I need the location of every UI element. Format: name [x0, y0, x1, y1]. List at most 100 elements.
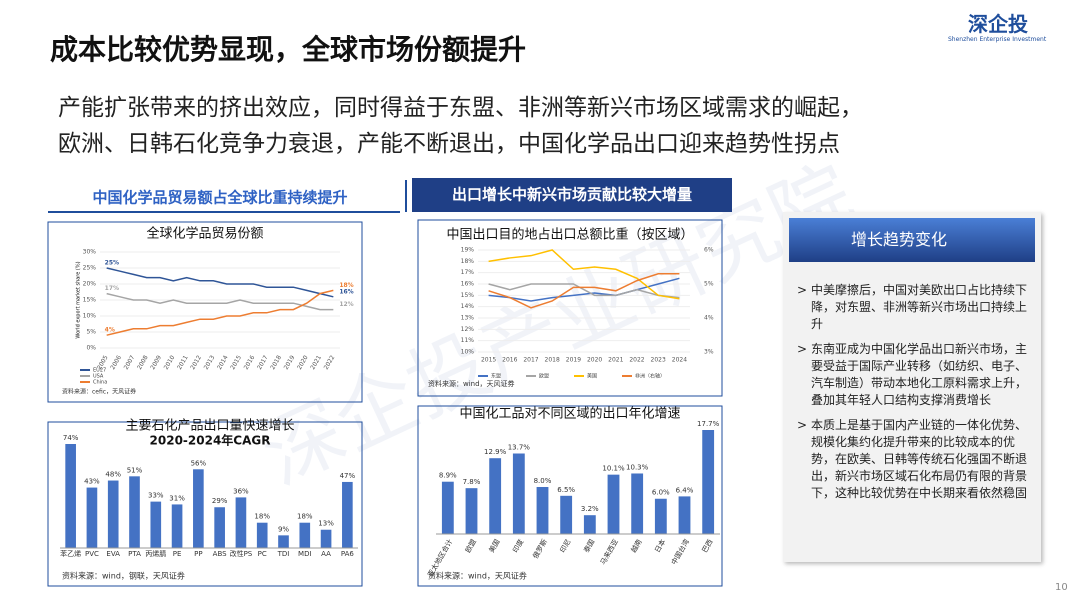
line: [488, 249, 680, 300]
y-tick-label: 16%: [461, 281, 475, 288]
chart-title: 全球化学品贸易份额: [146, 226, 263, 242]
line: [488, 273, 680, 309]
x-tick-label: 2007: [123, 354, 137, 371]
section-title: 出口增长中新兴市场贡献比较大增量: [452, 186, 692, 204]
y-tick-label: 10%: [83, 313, 97, 320]
x-tick-label: TDI: [277, 550, 290, 558]
bar: [342, 481, 353, 548]
data-label: 18%: [254, 513, 270, 521]
x-tick-label: 2015: [481, 357, 496, 364]
x-tick-label: AA: [321, 550, 331, 558]
sidebar-title: 增长趋势变化: [789, 218, 1035, 262]
x-tick-label: PTA: [128, 550, 141, 558]
x-tick-label: 2008: [136, 354, 150, 371]
data-label: 29%: [212, 497, 228, 505]
data-label: 10.1%: [602, 465, 625, 473]
line: [106, 292, 334, 311]
x-tick-label: 越南: [629, 538, 644, 555]
data-label: 74%: [63, 434, 79, 442]
bar: [150, 501, 162, 548]
data-label: 13%: [318, 520, 334, 528]
bar: [214, 507, 225, 548]
bar: [86, 487, 98, 548]
frame: [47, 221, 363, 403]
legend-label: China: [93, 380, 107, 386]
logo-sub: Shenzhen Enterprise Investment: [948, 36, 1047, 43]
y-axis-label: World export market share (%): [76, 261, 82, 338]
x-tick-label: 印尼: [559, 538, 573, 554]
legend-label: USA: [93, 374, 104, 380]
banner: [412, 178, 732, 212]
y-tick-label: 11%: [461, 337, 475, 344]
frame: [417, 405, 723, 587]
bar: [129, 476, 140, 548]
x-tick-label: 2010: [163, 354, 177, 371]
x-tick-label: 巴西: [701, 538, 715, 554]
x-tick-label: PP: [194, 550, 202, 558]
chart-title: 中国化工品对不同区域的出口年化增速: [459, 406, 680, 422]
line: [106, 267, 334, 298]
x-tick-label: 2014: [216, 354, 230, 371]
data-label: 3.2%: [581, 505, 599, 513]
y-tick-label: 19%: [461, 247, 475, 254]
bar: [235, 497, 247, 548]
x-tick-label: 日本: [653, 538, 668, 555]
source-note: 资料来源：cefic，天风证券: [62, 388, 136, 396]
data-label: 18%: [339, 282, 353, 289]
data-label: 36%: [233, 487, 249, 495]
chart-title: 中国出口目的地占出口总额比重（按区域）: [446, 227, 693, 243]
source-note: 资料来源：wind，钢联，天风证券: [62, 571, 185, 581]
data-label: 51%: [127, 466, 143, 474]
bar: [320, 529, 332, 548]
y-tick-label: 5%: [86, 329, 96, 336]
x-tick-label: 苯乙烯: [60, 549, 81, 558]
y2-tick-label: 3%: [704, 349, 714, 356]
x-tick-label: 2019: [283, 354, 297, 371]
x-tick-label: 2022: [629, 357, 644, 364]
data-label: 6.0%: [652, 489, 670, 497]
bar: [299, 522, 311, 548]
y-tick-label: 30%: [83, 249, 97, 256]
title: 成本比较优势显现，全球市场份额提升: [50, 33, 527, 66]
y2-tick-label: 5%: [704, 281, 714, 288]
y-tick-label: 25%: [83, 265, 97, 272]
chart-title: 主要石化产品出口量快速增长: [125, 419, 294, 434]
source-note: 资料来源：wind，天风证券: [428, 379, 515, 388]
data-label: 18%: [297, 513, 313, 521]
bar: [489, 458, 502, 534]
chart-subtitle: 2020-2024年CAGR: [150, 433, 271, 448]
data-label: 47%: [340, 472, 356, 480]
x-tick-label: 2016: [502, 357, 517, 364]
data-label: 8.0%: [534, 477, 552, 485]
frame: [47, 421, 363, 587]
x-tick-label: 2022: [323, 354, 337, 371]
bar: [465, 488, 478, 534]
data-label: 31%: [169, 494, 185, 502]
data-label: 12.9%: [484, 448, 507, 456]
bar: [583, 515, 596, 534]
x-tick-label: 2009: [149, 354, 163, 371]
line: [106, 289, 334, 336]
legend-label: EU27: [93, 368, 106, 374]
x-tick-label: 泰国: [582, 538, 597, 555]
bar: [536, 486, 549, 534]
y-tick-label: 17%: [461, 269, 475, 276]
data-label: 56%: [191, 459, 207, 467]
x-tick-label: ABS: [213, 550, 227, 558]
bar: [65, 444, 76, 548]
y-tick-label: 14%: [461, 303, 475, 310]
source-note: 资料来源：wind，天风证券: [428, 571, 527, 581]
bullet: 东南亚成为中国化学品出口新兴市场，主要受益于国际产业转移（如纺织、电子、汽车制造…: [797, 341, 1029, 409]
y-tick-label: 10%: [461, 349, 475, 356]
x-tick-label: 俄罗斯: [531, 538, 549, 561]
x-tick-label: 2013: [203, 354, 217, 371]
x-tick-label: 马来西亚: [599, 538, 620, 566]
y-tick-label: 15%: [461, 292, 475, 299]
x-tick-label: PA6: [341, 550, 355, 558]
x-tick-label: 2011: [176, 354, 190, 371]
bar: [278, 535, 289, 548]
bar: [256, 522, 268, 548]
x-tick-label: MDI: [298, 550, 312, 558]
bar: [678, 496, 691, 534]
y-tick-label: 12%: [461, 326, 475, 333]
